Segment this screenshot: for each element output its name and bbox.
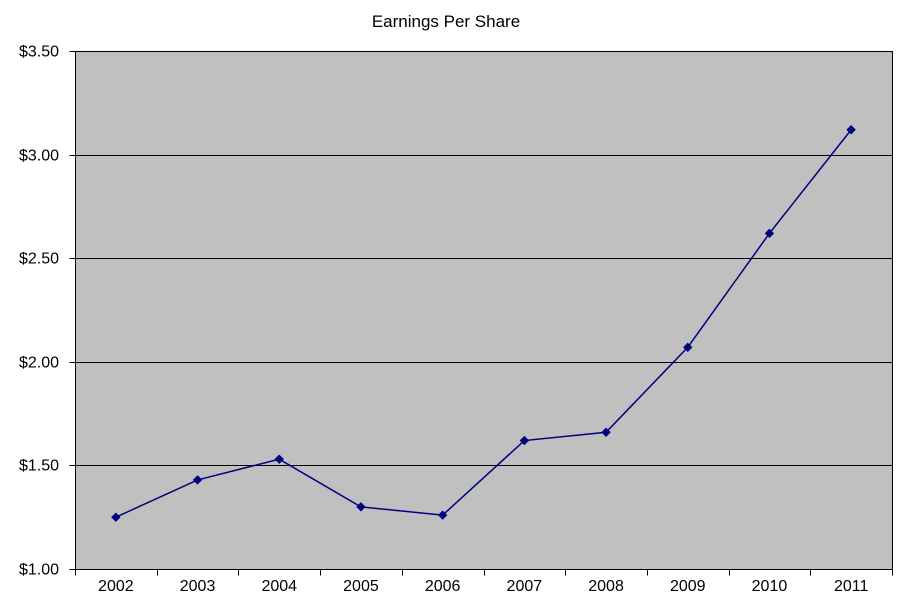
x-axis-label: 2004 — [261, 578, 297, 595]
plot-area — [75, 51, 893, 570]
y-axis-label: $2.00 — [19, 355, 59, 372]
data-point-marker-2008 — [601, 427, 611, 437]
x-axis-label: 2010 — [752, 578, 788, 595]
eps-series-line — [115, 129, 852, 518]
data-point-marker-2002 — [111, 512, 121, 522]
y-axis-label: $2.50 — [19, 251, 59, 268]
data-point-marker-2009 — [683, 342, 693, 353]
x-axis-label: 2007 — [507, 578, 543, 595]
y-axis-label: $3.50 — [19, 44, 59, 61]
x-axis-label: 2002 — [98, 578, 134, 595]
data-point-marker-2005 — [356, 502, 366, 512]
data-point-marker-2004 — [274, 454, 284, 464]
x-axis-label: 2003 — [180, 578, 216, 595]
data-point-marker-2003 — [192, 475, 203, 485]
data-point-marker-2006 — [437, 510, 448, 520]
y-axis-label: $1.50 — [19, 458, 59, 475]
data-point-marker-2010 — [764, 228, 775, 239]
y-axis-label: $1.00 — [19, 562, 59, 579]
x-axis-label: 2008 — [588, 578, 624, 595]
x-axis-label: 2009 — [670, 578, 706, 595]
x-axis-label: 2006 — [425, 578, 461, 595]
x-axis-label: 2011 — [834, 578, 869, 595]
chart-title: Earnings Per Share — [371, 12, 521, 31]
data-point-marker-2011 — [846, 125, 856, 135]
x-axis-label: 2005 — [343, 578, 379, 595]
data-point-marker-2007 — [519, 435, 530, 446]
y-axis-label: $3.00 — [19, 148, 59, 165]
